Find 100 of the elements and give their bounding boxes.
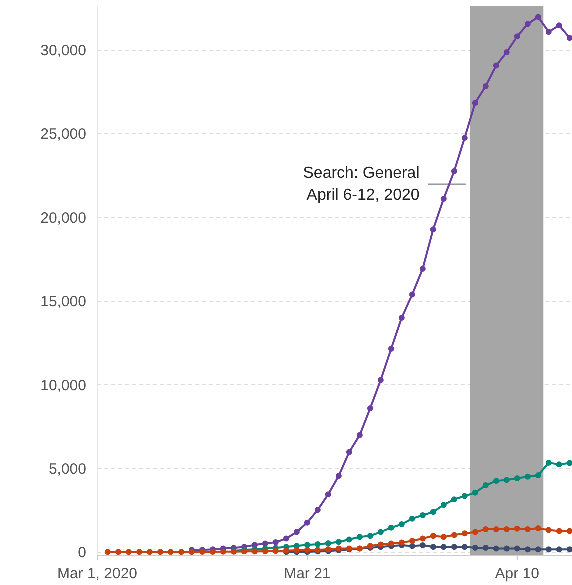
point bbox=[514, 476, 520, 482]
point bbox=[462, 135, 468, 142]
point bbox=[336, 539, 342, 546]
point bbox=[482, 84, 489, 90]
point bbox=[430, 509, 436, 516]
point bbox=[346, 449, 352, 456]
x-tick-label: Mar 21 bbox=[284, 566, 331, 582]
point bbox=[462, 530, 468, 537]
point bbox=[493, 478, 500, 484]
point bbox=[378, 377, 384, 384]
point bbox=[272, 539, 279, 546]
point bbox=[367, 406, 374, 412]
point bbox=[367, 533, 374, 540]
point bbox=[546, 546, 552, 553]
point bbox=[566, 35, 572, 42]
point bbox=[566, 460, 572, 466]
point bbox=[398, 540, 405, 546]
point bbox=[440, 534, 447, 540]
point bbox=[378, 542, 384, 548]
point bbox=[325, 492, 332, 498]
point bbox=[482, 544, 489, 551]
point bbox=[420, 512, 426, 518]
point bbox=[314, 541, 321, 548]
point bbox=[388, 346, 394, 352]
point bbox=[556, 546, 562, 553]
y-tick-label: 15,000 bbox=[40, 294, 87, 311]
y-tick-label: 5,000 bbox=[48, 460, 87, 478]
point bbox=[493, 526, 500, 533]
point bbox=[524, 21, 531, 28]
point bbox=[409, 538, 416, 544]
point bbox=[504, 477, 510, 484]
x-tick-label: Mar 1, 2020 bbox=[57, 566, 138, 582]
point bbox=[220, 548, 226, 555]
point bbox=[168, 549, 174, 556]
point bbox=[566, 528, 572, 534]
point bbox=[493, 546, 500, 552]
point bbox=[157, 549, 164, 556]
point bbox=[546, 29, 552, 36]
point bbox=[566, 546, 572, 553]
point bbox=[356, 534, 363, 540]
y-tick-label: 20,000 bbox=[40, 210, 87, 227]
point bbox=[420, 536, 426, 542]
point bbox=[346, 536, 352, 543]
point bbox=[472, 100, 478, 106]
point bbox=[535, 526, 542, 532]
point bbox=[451, 532, 458, 538]
point bbox=[440, 196, 447, 202]
point bbox=[504, 546, 510, 552]
point bbox=[451, 496, 458, 503]
point bbox=[514, 34, 520, 40]
point bbox=[104, 549, 111, 556]
y-tick-label: 25,000 bbox=[40, 126, 87, 144]
point bbox=[440, 544, 447, 550]
point bbox=[388, 540, 394, 547]
point bbox=[546, 527, 552, 534]
point bbox=[378, 529, 384, 536]
point bbox=[472, 490, 478, 496]
point bbox=[409, 543, 416, 550]
point bbox=[440, 502, 447, 508]
point bbox=[325, 540, 332, 546]
point bbox=[535, 546, 542, 553]
point bbox=[535, 14, 542, 20]
point bbox=[262, 540, 268, 547]
point bbox=[115, 549, 122, 556]
point bbox=[556, 528, 562, 534]
point bbox=[388, 524, 394, 531]
point bbox=[504, 526, 510, 533]
point bbox=[524, 526, 531, 533]
point bbox=[430, 544, 436, 550]
point bbox=[262, 548, 268, 554]
point bbox=[304, 520, 310, 526]
point bbox=[420, 542, 426, 548]
band-label: Search: General April 6-12, 2020 bbox=[303, 164, 420, 204]
point bbox=[126, 549, 132, 556]
point bbox=[472, 544, 478, 551]
point bbox=[556, 22, 562, 29]
y-tick-label: 10,000 bbox=[40, 377, 87, 394]
point bbox=[546, 460, 552, 466]
point bbox=[462, 544, 468, 550]
point bbox=[524, 474, 531, 480]
point bbox=[535, 472, 542, 478]
point bbox=[398, 522, 405, 528]
point bbox=[482, 482, 489, 489]
point bbox=[409, 516, 416, 522]
point bbox=[136, 549, 142, 556]
point bbox=[409, 292, 416, 298]
point bbox=[556, 462, 562, 468]
y-tick-label: 30,000 bbox=[40, 42, 87, 60]
point bbox=[482, 526, 489, 533]
point bbox=[514, 526, 520, 532]
point bbox=[272, 548, 279, 554]
point bbox=[294, 529, 300, 536]
point bbox=[451, 544, 458, 550]
point bbox=[504, 50, 510, 56]
point bbox=[451, 168, 458, 174]
point bbox=[178, 549, 184, 556]
point bbox=[420, 266, 426, 272]
point bbox=[472, 529, 478, 536]
point bbox=[430, 226, 436, 233]
point bbox=[493, 62, 500, 69]
